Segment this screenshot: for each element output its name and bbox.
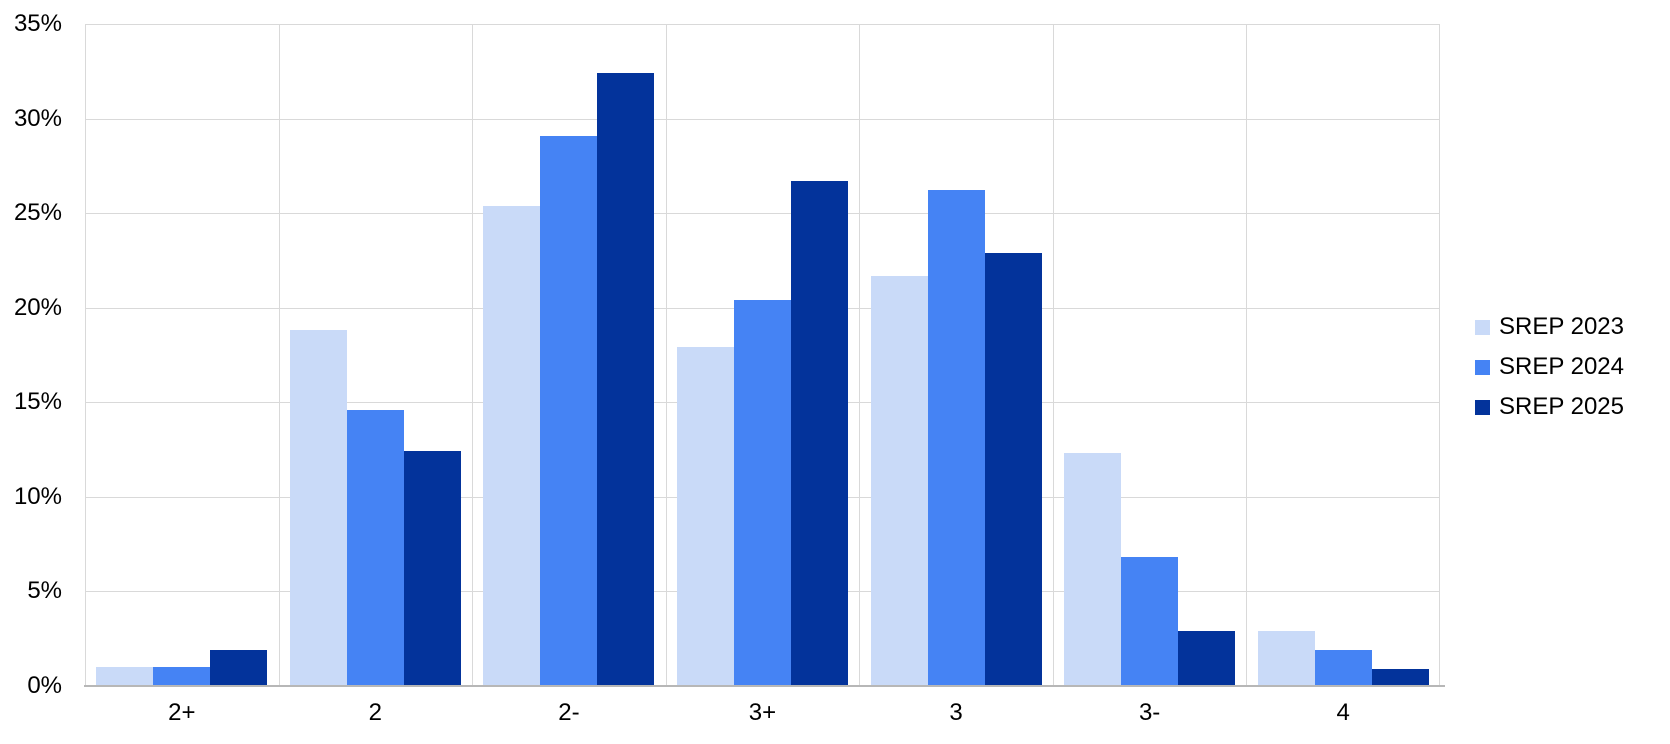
bar-srep-2025-2: [403, 451, 461, 686]
bar-srep-2023-2plus: [96, 667, 154, 686]
legend-label: SREP 2025: [1499, 393, 1624, 420]
gridline-horizontal: [85, 24, 1440, 25]
bar-group: [85, 24, 279, 686]
x-axis-line: [84, 685, 1445, 687]
bar-srep-2024-3plus: [733, 300, 791, 686]
bar-srep-2024-2: [346, 409, 404, 686]
y-tick-label: 15%: [13, 388, 62, 416]
y-tick-label: 10%: [13, 482, 62, 510]
x-tick-label: 2+: [168, 699, 196, 726]
x-tick-label: 3+: [748, 699, 777, 726]
bar-srep-2023-3: [870, 275, 928, 686]
legend: SREP 2023 SREP 2024 SREP 2025: [1475, 307, 1624, 427]
gridline-horizontal: [85, 213, 1440, 215]
bar-srep-2025-3: [984, 252, 1042, 686]
bar-srep-2025-2minus: [597, 73, 655, 686]
legend-label: SREP 2023: [1499, 313, 1624, 340]
y-tick-label: 35%: [13, 10, 62, 37]
gridline-vertical: [85, 24, 86, 686]
gridline-vertical: [1246, 24, 1247, 686]
legend-swatch: [1475, 319, 1490, 335]
bar-srep-2025-3plus: [790, 181, 848, 686]
y-tick-label: 20%: [13, 293, 62, 321]
x-tick-label: 4: [1336, 699, 1350, 726]
legend-swatch: [1475, 359, 1490, 375]
plot-area: [84, 24, 1445, 687]
x-tick-label: 3: [949, 699, 963, 726]
bar-group: [666, 24, 860, 686]
bar-srep-2023-4: [1257, 631, 1315, 686]
bar-srep-2024-3: [927, 190, 985, 686]
gridline-vertical: [859, 24, 860, 686]
legend-item: SREP 2025: [1475, 387, 1624, 427]
bar-group: [279, 24, 473, 686]
y-tick-label: 0%: [27, 672, 62, 699]
y-tick-label: 5%: [27, 577, 62, 605]
bar-srep-2023-3minus: [1064, 453, 1122, 686]
legend-label: SREP 2024: [1499, 353, 1624, 380]
legend-swatch: [1475, 399, 1490, 415]
bar-srep-2023-3plus: [676, 347, 734, 686]
gridline-horizontal: [85, 118, 1440, 120]
legend-item: SREP 2023: [1475, 307, 1624, 347]
bar-group: [472, 24, 666, 686]
bar-srep-2023-2: [289, 330, 347, 686]
bar-group: [1053, 24, 1247, 686]
gridline-vertical: [1053, 24, 1054, 686]
bar-srep-2024-2minus: [540, 135, 598, 686]
bar-srep-2024-2plus: [153, 667, 211, 686]
bar-srep-2025-4: [1371, 668, 1429, 686]
bar-srep-2023-2minus: [483, 205, 541, 686]
bar-group: [1246, 24, 1440, 686]
y-tick-label: 30%: [13, 104, 62, 132]
gridline-vertical: [1439, 24, 1440, 686]
y-tick-label: 25%: [13, 199, 62, 227]
gridline-vertical: [472, 24, 473, 686]
gridline-vertical: [279, 24, 280, 686]
x-tick-label: 3-: [1138, 699, 1161, 726]
bar-group: [859, 24, 1053, 686]
bar-srep-2025-3minus: [1178, 631, 1236, 686]
bar-srep-2025-2plus: [210, 650, 268, 686]
x-tick-label: 2: [368, 699, 383, 726]
x-tick-label: 2-: [558, 699, 580, 726]
gridline-vertical: [666, 24, 667, 686]
bar-srep-2024-4: [1314, 650, 1372, 686]
legend-item: SREP 2024: [1475, 347, 1624, 387]
bar-srep-2024-3minus: [1121, 557, 1179, 686]
